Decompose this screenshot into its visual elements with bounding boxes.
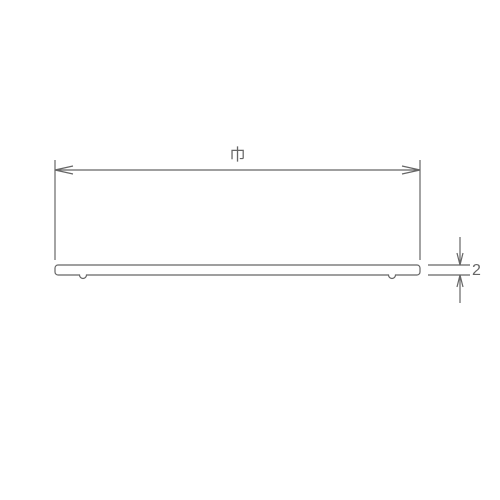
profile-outline bbox=[55, 265, 420, 279]
dimension-diagram: 巾2 bbox=[0, 0, 500, 500]
width-label: 巾 bbox=[229, 146, 245, 164]
thickness-label: 2 bbox=[472, 262, 481, 279]
